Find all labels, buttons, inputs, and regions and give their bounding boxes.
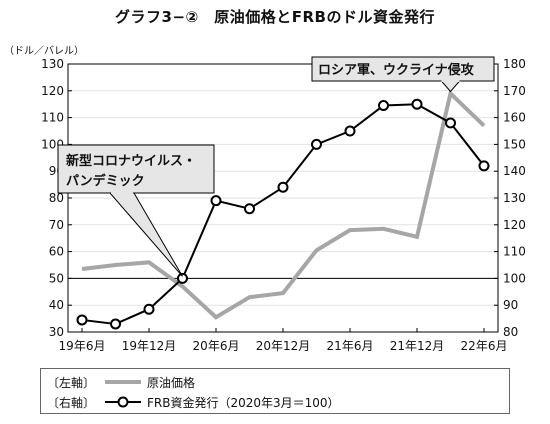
left-tick-label: 130: [41, 57, 64, 71]
frb-point: [76, 314, 88, 326]
legend-label: 原油価格: [147, 375, 196, 390]
x-tick-label: 19年6月: [59, 339, 106, 353]
left-tick-label: 50: [49, 271, 64, 285]
right-tick-label: 100: [503, 271, 526, 285]
frb-point: [110, 318, 121, 330]
frb-point: [210, 195, 222, 207]
annotation-box-ukraine: [311, 56, 495, 82]
right-tick-label: 170: [503, 84, 526, 98]
x-tick-label: 19年12月: [122, 339, 177, 353]
left-tick-label: 40: [49, 298, 64, 312]
frb-point: [378, 100, 389, 112]
frb-point: [277, 181, 289, 193]
x-tick-label: 22年6月: [461, 339, 508, 353]
x-tick-label: 20年6月: [193, 339, 240, 353]
chart-title: グラフ3−② 原油価格とFRBのドル資金発行: [115, 8, 435, 26]
frb-point: [445, 117, 456, 129]
legend-swatch-frb: [105, 396, 141, 408]
left-tick-label: 110: [41, 111, 64, 125]
right-tick-label: 80: [503, 325, 518, 339]
frb-point: [143, 303, 155, 315]
right-tick-label: 150: [503, 137, 526, 151]
right-tick-label: 90: [503, 298, 518, 312]
frb-point: [344, 125, 356, 137]
x-tick-label: 20年12月: [256, 339, 311, 353]
right-tick-label: 110: [503, 245, 526, 259]
legend-axis-label: 〔左軸〕: [47, 375, 96, 390]
annotation-text: 新型コロナウイルス・: [66, 153, 196, 169]
frb-point: [478, 160, 490, 172]
left-tick-label: 80: [49, 191, 64, 205]
series-line-crude-oil: [81, 89, 486, 320]
left-tick-label: 30: [49, 325, 64, 339]
right-tick-label: 120: [503, 218, 526, 232]
x-tick-label: 21年12月: [390, 339, 445, 353]
left-tick-label: 120: [41, 84, 64, 98]
right-tick-label: 160: [503, 111, 526, 125]
left-tick-label: 60: [49, 245, 64, 259]
frb-point: [244, 203, 255, 215]
left-axis-unit: （ドル／バレル）: [4, 45, 84, 57]
legend-item-crude: 〔左軸〕 原油価格: [47, 373, 195, 391]
right-tick-label: 130: [503, 191, 526, 205]
annotation-text: ロシア軍、ウクライナ侵攻: [318, 62, 475, 78]
legend-axis-label: 〔右軸〕: [47, 395, 96, 410]
legend-label: FRB資金発行（2020年3月＝100）: [147, 395, 340, 410]
legend: 〔左軸〕 原油価格 〔右軸〕 FRB資金発行（2020年3月＝100）: [40, 368, 510, 414]
legend-swatch-crude: [105, 380, 141, 384]
frb-point: [177, 272, 188, 284]
legend-item-frb: 〔右軸〕 FRB資金発行（2020年3月＝100）: [47, 393, 340, 411]
left-tick-label: 70: [49, 218, 64, 232]
annotation-box-pandemic: [57, 144, 215, 194]
frb-point: [311, 138, 322, 150]
x-tick-label: 21年6月: [327, 339, 374, 353]
annotation-text: パンデミック: [66, 173, 145, 189]
right-tick-label: 180: [503, 57, 526, 71]
frb-point: [411, 98, 423, 110]
right-tick-label: 140: [503, 164, 526, 178]
